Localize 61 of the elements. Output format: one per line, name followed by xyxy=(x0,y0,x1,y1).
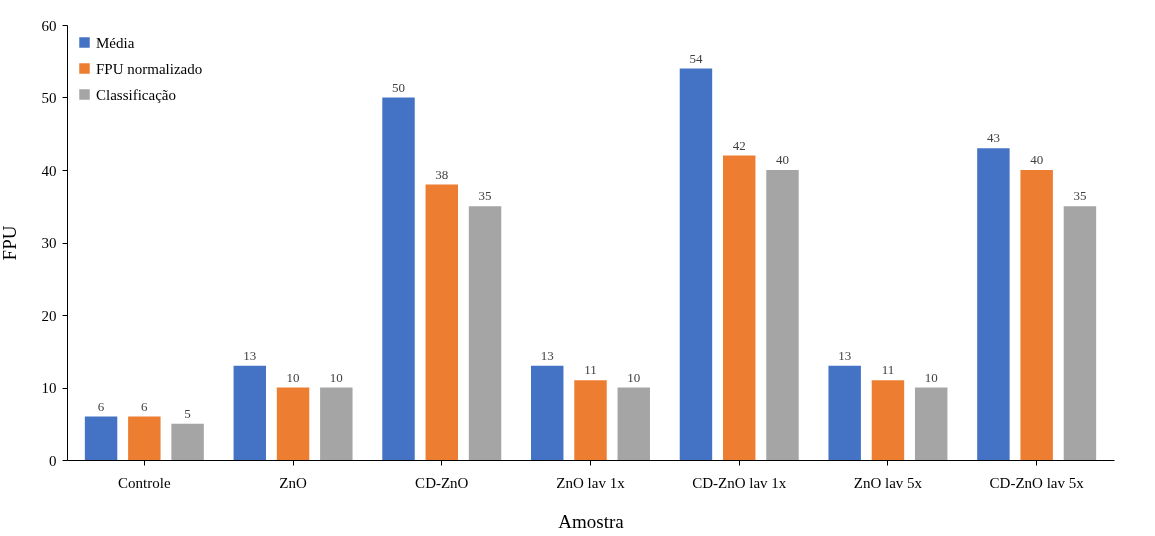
data-label: 43 xyxy=(986,130,1000,146)
x-tick-label: ZnO xyxy=(279,474,307,491)
bar xyxy=(828,365,861,460)
x-tick-label: CD-ZnO lav 1x xyxy=(692,474,787,491)
bar xyxy=(382,97,415,460)
data-label: 11 xyxy=(881,362,895,378)
data-label: 40 xyxy=(775,152,789,167)
bar xyxy=(723,155,756,460)
bar xyxy=(766,170,799,460)
data-label: 5 xyxy=(184,405,191,421)
data-label: 54 xyxy=(689,50,703,66)
data-label: 40 xyxy=(1030,152,1044,167)
data-label: 11 xyxy=(584,362,597,378)
data-label: 50 xyxy=(392,79,406,95)
data-label: 13 xyxy=(243,347,257,363)
y-tick-label: 50 xyxy=(41,90,57,106)
data-label: 38 xyxy=(435,166,449,182)
data-label: 6 xyxy=(141,398,149,414)
y-tick-label: 30 xyxy=(41,235,57,251)
bar xyxy=(679,68,713,460)
bar xyxy=(871,380,905,460)
data-label: 10 xyxy=(286,369,300,385)
bar xyxy=(574,380,607,460)
y-tick-label: 40 xyxy=(41,162,57,179)
data-label: 10 xyxy=(924,369,938,385)
data-label: 13 xyxy=(838,347,852,363)
bar xyxy=(1020,170,1053,460)
data-label: 10 xyxy=(627,369,641,385)
x-tick-label: ZnO lav 1x xyxy=(556,474,626,491)
bar xyxy=(1063,206,1097,460)
bar xyxy=(617,387,650,460)
data-label: 10 xyxy=(329,369,343,385)
y-tick-label: 0 xyxy=(49,452,57,469)
legend-label: Classificação xyxy=(96,86,176,103)
x-tick-label: Controle xyxy=(118,474,171,491)
x-axis-title: Amostra xyxy=(558,510,625,532)
y-tick-label: 60 xyxy=(41,17,57,34)
y-axis-title: FPU xyxy=(0,225,20,261)
bar xyxy=(977,148,1010,460)
data-label: 6 xyxy=(97,398,105,414)
bar xyxy=(468,206,502,460)
x-tick-label: CD-ZnO xyxy=(415,474,469,491)
bar xyxy=(84,416,118,460)
bar xyxy=(531,365,564,460)
legend-label: FPU normalizado xyxy=(96,60,203,77)
data-label: 35 xyxy=(478,188,492,204)
data-label: 13 xyxy=(540,347,554,363)
bar xyxy=(276,387,310,460)
data-label: 42 xyxy=(732,137,746,153)
data-label: 35 xyxy=(1073,188,1087,204)
bar xyxy=(128,416,161,460)
legend-label: Média xyxy=(96,34,135,51)
y-tick-label: 20 xyxy=(41,307,57,324)
bar xyxy=(233,365,267,460)
bar xyxy=(171,423,204,460)
y-tick-label: 10 xyxy=(41,380,57,396)
x-tick-label: ZnO lav 5x xyxy=(853,474,923,491)
bar xyxy=(320,387,353,460)
bar xyxy=(914,387,948,460)
x-tick-label: CD-ZnO lav 5x xyxy=(989,474,1085,491)
bar xyxy=(425,184,458,460)
